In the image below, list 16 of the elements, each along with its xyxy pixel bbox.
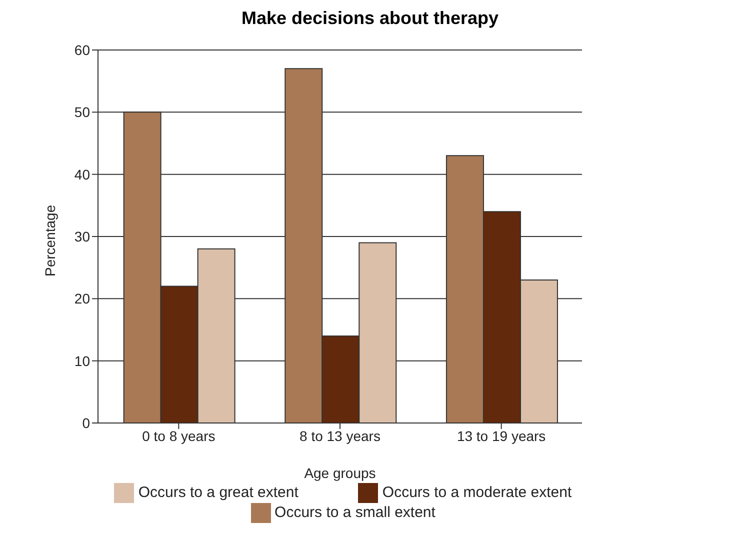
y-tick-label: 60 [74, 42, 90, 58]
y-tick-label: 20 [74, 290, 90, 307]
y-tick-label: 10 [74, 352, 90, 369]
legend-label: Occurs to a moderate extent [382, 484, 572, 501]
legend-label: Occurs to a small extent [274, 504, 436, 521]
y-tick-label: 50 [74, 104, 90, 120]
y-tick-label: 0 [82, 414, 90, 431]
legend-label: Occurs to a great extent [138, 484, 298, 501]
x-axis-title: Age groups [304, 465, 376, 481]
y-tick-label: 40 [74, 166, 90, 182]
y-axis-title: Percentage [42, 204, 58, 276]
x-tick-label: 0 to 8 years [142, 428, 216, 444]
y-tick-label: 30 [74, 228, 90, 244]
x-tick-label: 13 to 19 years [456, 428, 546, 444]
x-tick-label: 8 to 13 years [300, 428, 380, 444]
chart-title: Make decisions about therapy [240, 8, 500, 30]
